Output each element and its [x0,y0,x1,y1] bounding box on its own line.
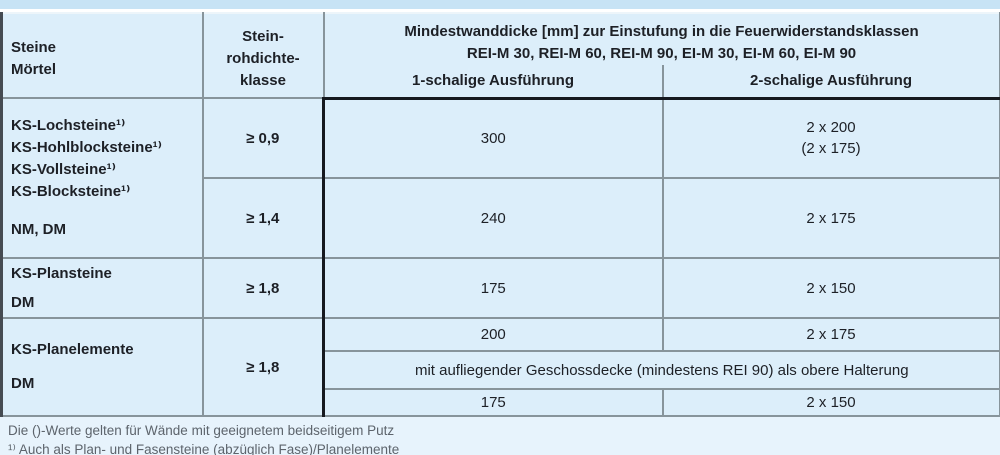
mortar-label: NM, DM [11,221,66,238]
density-cell: ≥ 1,8 [201,317,325,417]
stone-type: KS-Hohlblocksteine¹⁾ [11,139,163,156]
double-shell-value: 2 x 175 [661,177,1000,259]
density-cell: ≥ 1,8 [201,257,325,319]
stone-type: KS-Lochsteine¹⁾ [11,117,126,134]
footnotes: Die ()-Werte gelten für Wände mit geeign… [0,417,1000,455]
double-shell-value: 2 x 200 (2 x 175) [661,96,1000,179]
top-accent-bar [0,0,1000,9]
stone-type: KS-Blocksteine¹⁾ [11,183,131,200]
double-shell-value: 2 x 150 [661,257,1000,319]
double-shell-value: 2 x 150 [661,388,1000,417]
subheader-2-schalig: 2-schalige Ausführung [661,64,1000,100]
single-shell-value: 200 [322,317,664,352]
footnote-plansteine: ¹⁾ Auch als Plan- und Fasensteine (abzüg… [8,442,400,455]
subheader-1-schalig: 1-schalige Ausführung [322,64,664,100]
double-shell-value: 2 x 175 [661,317,1000,352]
stone-type: KS-Vollsteine¹⁾ [11,161,116,178]
header-steine-moertel: Steine Mörtel [0,12,204,99]
stone-group-planelemente: KS-Planelemente DM [0,317,204,417]
header-rohdichteklasse: Stein- rohdichte- klasse [201,12,325,99]
density-cell: ≥ 1,4 [201,177,325,259]
single-shell-value: 240 [322,177,664,259]
fire-resistance-table: Steine Mörtel Stein- rohdichte- klasse M… [0,12,1000,417]
header-mindestwanddicke: Mindestwanddicke [mm] zur Einstufung in … [322,12,1000,65]
density-cell: ≥ 0,9 [201,97,325,179]
single-shell-value: 175 [322,388,664,417]
geschossdecke-note: mit aufliegender Geschossdecke (mindeste… [321,350,1000,390]
stone-group-lochsteine: KS-Lochsteine¹⁾ KS-Hohlblocksteine¹⁾ KS-… [0,97,204,259]
single-shell-value: 175 [322,257,664,319]
footnote-putz: Die ()-Werte gelten für Wände mit geeign… [8,423,395,438]
single-shell-value: 300 [322,96,664,179]
stone-group-plansteine: KS-Plansteine DM [0,257,204,319]
